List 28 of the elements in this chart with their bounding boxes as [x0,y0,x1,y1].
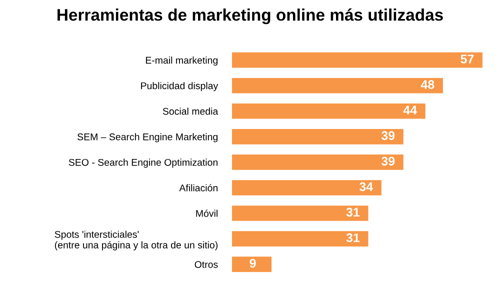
bar [232,52,482,68]
bar [232,206,368,221]
y-tick-label: Spots 'intersticiales' (entre una página y la otra de un sitio) [54,230,218,250]
bar [232,256,272,272]
bar [232,180,382,196]
bar [232,154,404,170]
data-label: 31 [346,208,360,217]
y-tick-label: Publicidad display [141,82,218,92]
data-label: 31 [346,233,360,242]
y-tick-label: E-mail marketing [146,56,218,66]
y-tick-label: Móvil [196,210,218,217]
y-tick-label: Social media [162,108,218,115]
data-label: 44 [403,106,417,114]
data-label: 34 [359,182,374,192]
data-label: 9 [250,258,256,268]
data-label: 39 [381,131,395,140]
data-label: 39 [381,156,395,166]
y-tick-label: Otros [194,261,218,268]
y-tick-label: Afiliación [179,184,218,192]
bar [232,129,404,144]
chart-title: Herramientas de marketing online más utilizadas [58,8,443,24]
bar [232,231,368,246]
y-tick-label: SEO - Search Engine Optimization [68,158,218,168]
data-label: 48 [420,80,434,89]
bar [232,103,426,119]
bar [232,78,443,94]
y-tick-label: SEM – Search Engine Marketing [78,133,218,142]
data-label: 57 [460,54,474,64]
